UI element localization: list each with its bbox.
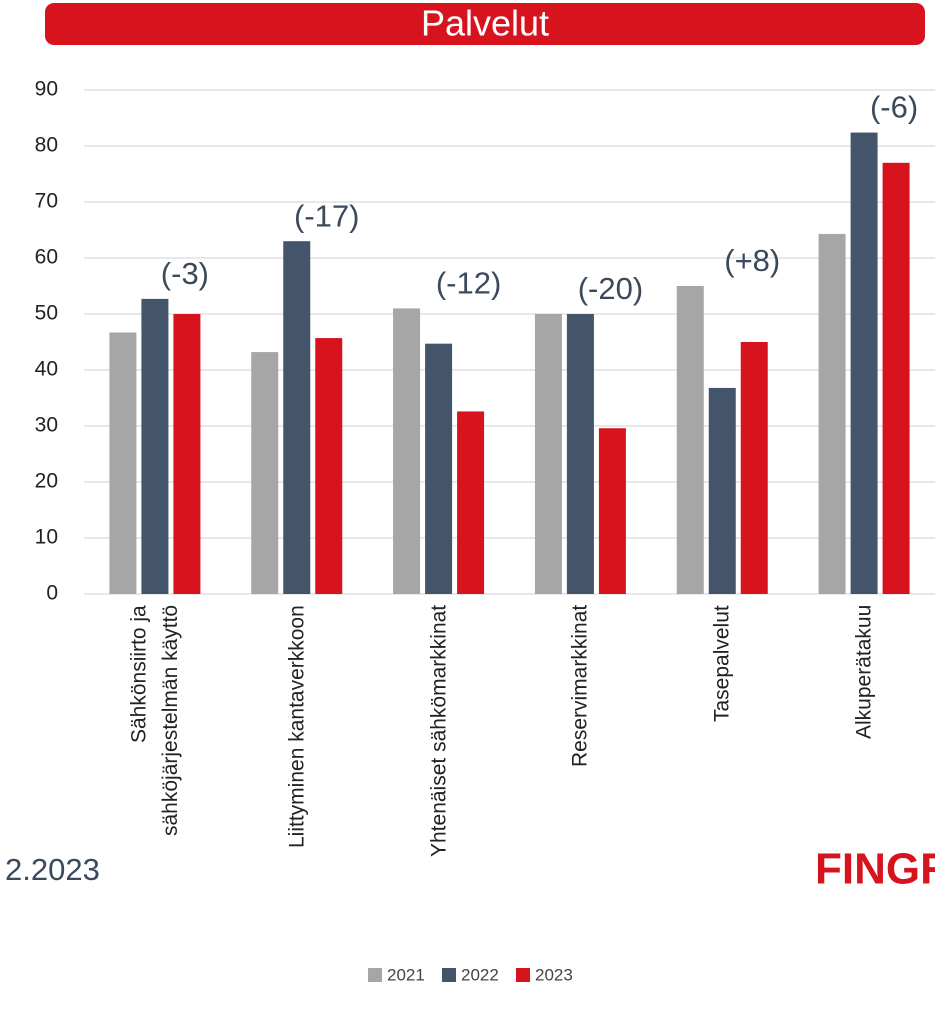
bar bbox=[173, 314, 201, 594]
bar bbox=[109, 332, 137, 594]
y-tick-label: 90 bbox=[35, 78, 58, 101]
bar bbox=[708, 387, 736, 594]
y-tick-label: 40 bbox=[35, 358, 58, 381]
footer-date: 2.2023 bbox=[5, 852, 100, 887]
legend-swatch bbox=[442, 968, 456, 982]
bar bbox=[283, 241, 311, 594]
legend-swatch bbox=[516, 968, 530, 982]
y-tick-label: 80 bbox=[35, 134, 58, 157]
y-tick-label: 60 bbox=[35, 246, 58, 269]
y-tick-label: 10 bbox=[35, 526, 58, 549]
bar bbox=[534, 314, 562, 594]
logo: FINGRID bbox=[815, 845, 935, 894]
bar bbox=[315, 338, 343, 594]
y-tick-label: 0 bbox=[46, 582, 58, 605]
x-tick-label: Alkuperätakuu bbox=[852, 605, 876, 740]
x-tick-label: Liittyminen kantaverkkoon bbox=[285, 605, 308, 848]
bar bbox=[676, 286, 704, 594]
bar bbox=[818, 233, 846, 595]
annotation: (-3) bbox=[161, 256, 209, 291]
annotation: (-6) bbox=[870, 90, 918, 125]
annotation: (-17) bbox=[294, 198, 359, 233]
bar bbox=[251, 352, 279, 594]
y-tick-label: 20 bbox=[35, 470, 58, 493]
legend-swatch bbox=[368, 968, 382, 982]
bar bbox=[141, 298, 169, 594]
bar bbox=[457, 411, 485, 594]
legend-label: 2021 bbox=[387, 965, 425, 984]
annotation: (+8) bbox=[724, 243, 780, 278]
x-tick-label: Tasepalvelut bbox=[710, 605, 734, 722]
x-tick-label: Sähkönsiirto ja sähköjärjestelmän käyttö bbox=[127, 605, 182, 837]
bar bbox=[566, 314, 594, 594]
legend-label: 2023 bbox=[535, 965, 573, 984]
legend-label: 2022 bbox=[461, 965, 499, 984]
bar bbox=[393, 308, 421, 594]
x-tick-label: Reservimarkkinat bbox=[568, 605, 592, 768]
bar bbox=[425, 343, 453, 594]
bar bbox=[740, 342, 768, 594]
bar bbox=[850, 132, 878, 594]
bar bbox=[882, 162, 910, 595]
annotation: (-20) bbox=[578, 271, 643, 306]
y-tick-label: 30 bbox=[35, 414, 58, 437]
title-banner bbox=[45, 3, 925, 45]
x-tick-label: Yhtenäiset sähkömarkkinat bbox=[426, 605, 450, 858]
annotation: (-12) bbox=[436, 266, 501, 301]
bar bbox=[598, 428, 626, 594]
chart-title: Palvelut bbox=[421, 3, 549, 44]
y-tick-label: 50 bbox=[35, 302, 58, 325]
y-tick-label: 70 bbox=[35, 190, 58, 213]
